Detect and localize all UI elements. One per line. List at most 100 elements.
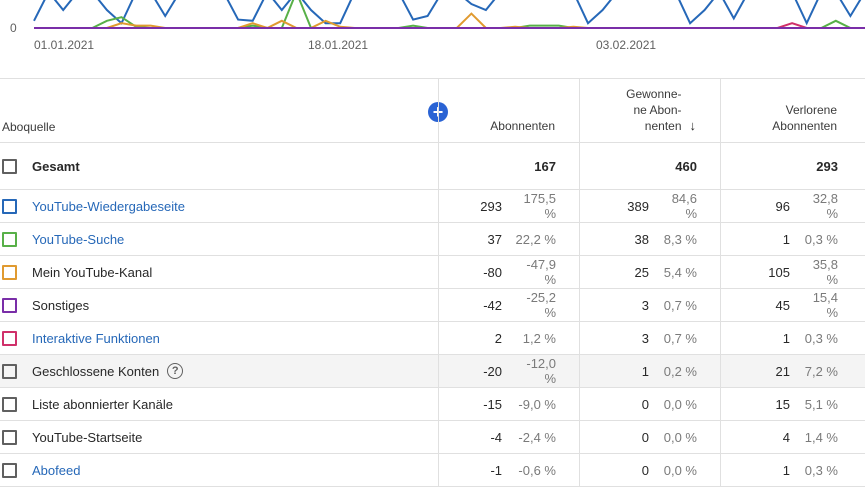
header-gewonnen[interactable]: Gewonne- ne Abon- nenten ↓ (579, 79, 720, 142)
traffic-source-table: Aboquelle + Abonnenten Gewonne- ne Abon-… (0, 78, 865, 487)
table-row[interactable]: YouTube-Suche 37 22,2 % 38 8,3 % 1 0,3 % (0, 223, 865, 256)
abonnenten-value: -20 (483, 363, 502, 379)
source-label: Sonstiges (32, 297, 90, 313)
verloren-percent: 0,3 % (804, 330, 838, 346)
source-label[interactable]: YouTube-Wiedergabeseite (32, 198, 185, 214)
verloren-percent: 1,4 % (804, 429, 838, 445)
gewonnen-value: 389 (627, 198, 649, 214)
verloren-percent: 0,3 % (804, 462, 838, 478)
abonnenten-value: 2 (494, 330, 502, 346)
table-row[interactable]: Liste abonnierter Kanäle -15 -9,0 % 0 0,0 % 1… (0, 388, 865, 421)
header-gewonnen-label: Gewonne- (626, 87, 682, 101)
y-tick-label: 0 (10, 21, 17, 35)
abonnenten-percent: -2,4 % (518, 429, 556, 445)
verloren-value: 4 (782, 429, 790, 445)
abonnenten-percent: -0,6 % (518, 462, 556, 478)
verloren-value: 1 (782, 462, 790, 478)
abonnenten-value: -42 (483, 297, 502, 313)
table-row[interactable]: Abofeed -1 -0,6 % 0 0,0 % 1 0,3 % (0, 454, 865, 487)
row-checkbox[interactable] (2, 231, 17, 247)
table-header: Aboquelle + Abonnenten Gewonne- ne Abon-… (0, 79, 865, 143)
gewonnen-percent: 0,0 % (663, 396, 697, 412)
header-abonnenten[interactable]: Abonnenten (438, 79, 579, 142)
verloren-percent: 35,8 % (812, 257, 838, 287)
total-abonnenten: 167 (534, 158, 556, 174)
row-checkbox[interactable] (2, 429, 17, 445)
row-checkbox[interactable] (2, 462, 17, 478)
series-line (34, 12, 865, 30)
x-tick-label: 01.01.2021 (34, 38, 95, 52)
total-checkbox[interactable] (2, 158, 17, 174)
row-checkbox[interactable] (2, 330, 17, 346)
gewonnen-percent: 84,6 % (671, 191, 697, 221)
header-verloren-label: Abonnenten (772, 119, 837, 133)
verloren-value: 21 (775, 363, 790, 379)
source-label: Mein YouTube-Kanal (32, 264, 153, 280)
header-verloren-label: Verlorene (785, 103, 837, 117)
verloren-percent: 15,4 % (812, 290, 838, 320)
row-checkbox[interactable] (2, 264, 17, 280)
abonnenten-percent: 175,5 % (523, 191, 556, 221)
source-label: Geschlossene Konten (32, 363, 160, 379)
abonnenten-value: -80 (483, 264, 502, 280)
header-abonnenten-label: Abonnenten (490, 119, 555, 133)
x-tick-label: 18.01.2021 (308, 38, 369, 52)
header-gewonnen-label: ne Abon- (633, 103, 682, 117)
row-checkbox[interactable] (2, 198, 17, 214)
help-icon[interactable]: ? (167, 363, 184, 379)
gewonnen-percent: 0,2 % (663, 363, 697, 379)
abonnenten-value: -15 (483, 396, 502, 412)
table-row[interactable]: Interaktive Funktionen 2 1,2 % 3 0,7 % 1 0,3 % (0, 322, 865, 355)
table-row[interactable]: Mein YouTube-Kanal -80 -47,9 % 25 5,4 % 105 35… (0, 256, 865, 289)
abonnenten-percent: 1,2 % (522, 330, 556, 346)
x-tick-label: 03.02.2021 (596, 38, 657, 52)
series-line (33, 0, 862, 26)
verloren-value: 15 (775, 396, 790, 412)
verloren-percent: 0,3 % (804, 231, 838, 247)
abonnenten-value: -4 (490, 429, 502, 445)
header-gewonnen-label: nenten (644, 119, 682, 133)
header-verloren[interactable]: Verlorene Abonnenten (720, 79, 865, 142)
table-row[interactable]: Geschlossene Konten? -20 -12,0 % 1 0,2 % 21 7,… (0, 355, 865, 388)
abonnenten-value: -1 (490, 462, 502, 478)
gewonnen-percent: 8,3 % (663, 231, 697, 247)
table-row[interactable]: YouTube-Startseite -4 -2,4 % 0 0,0 % 4 1,4 % (0, 421, 865, 454)
gewonnen-value: 38 (634, 231, 649, 247)
verloren-value: 1 (782, 231, 790, 247)
verloren-value: 45 (775, 297, 790, 313)
row-checkbox[interactable] (2, 363, 17, 379)
table-row[interactable]: YouTube-Wiedergabeseite 293 175,5 % 389 84,6… (0, 190, 865, 223)
source-label[interactable]: Interaktive Funktionen (32, 330, 160, 346)
total-row: Gesamt 167 460 293 (0, 143, 865, 190)
source-label[interactable]: Abofeed (32, 462, 81, 478)
arrow-down-icon[interactable]: ↓ (689, 118, 697, 133)
gewonnen-value: 3 (641, 330, 649, 346)
row-checkbox[interactable] (2, 297, 17, 313)
gewonnen-percent: 0,7 % (663, 297, 697, 313)
abonnenten-value: 293 (480, 198, 502, 214)
source-label[interactable]: YouTube-Suche (32, 231, 125, 247)
chart-plot (33, 0, 865, 30)
verloren-value: 1 (782, 330, 790, 346)
header-source-label: Aboquelle (2, 120, 56, 134)
gewonnen-value: 1 (641, 363, 649, 379)
line-chart: 0 01.01.2021 18.01.2021 03.02.2021 (0, 0, 865, 78)
abonnenten-percent: -9,0 % (518, 396, 556, 412)
verloren-percent: 7,2 % (804, 363, 838, 379)
gewonnen-percent: 5,4 % (663, 264, 697, 280)
table-row[interactable]: Sonstiges -42 -25,2 % 3 0,7 % 45 15,4 % (0, 289, 865, 322)
abonnenten-percent: -12,0 % (526, 356, 556, 386)
header-source[interactable]: Aboquelle (0, 79, 438, 142)
gewonnen-value: 25 (634, 264, 649, 280)
abonnenten-percent: -25,2 % (526, 290, 556, 320)
row-checkbox[interactable] (2, 396, 17, 412)
source-label: Liste abonnierter Kanäle (32, 396, 173, 412)
gewonnen-percent: 0,7 % (663, 330, 697, 346)
total-label: Gesamt (32, 158, 80, 174)
gewonnen-value: 3 (641, 297, 649, 313)
source-label: YouTube-Startseite (32, 429, 143, 445)
gewonnen-value: 0 (641, 429, 649, 445)
verloren-value: 96 (775, 198, 790, 214)
gewonnen-percent: 0,0 % (663, 462, 697, 478)
total-verloren: 293 (816, 158, 838, 174)
